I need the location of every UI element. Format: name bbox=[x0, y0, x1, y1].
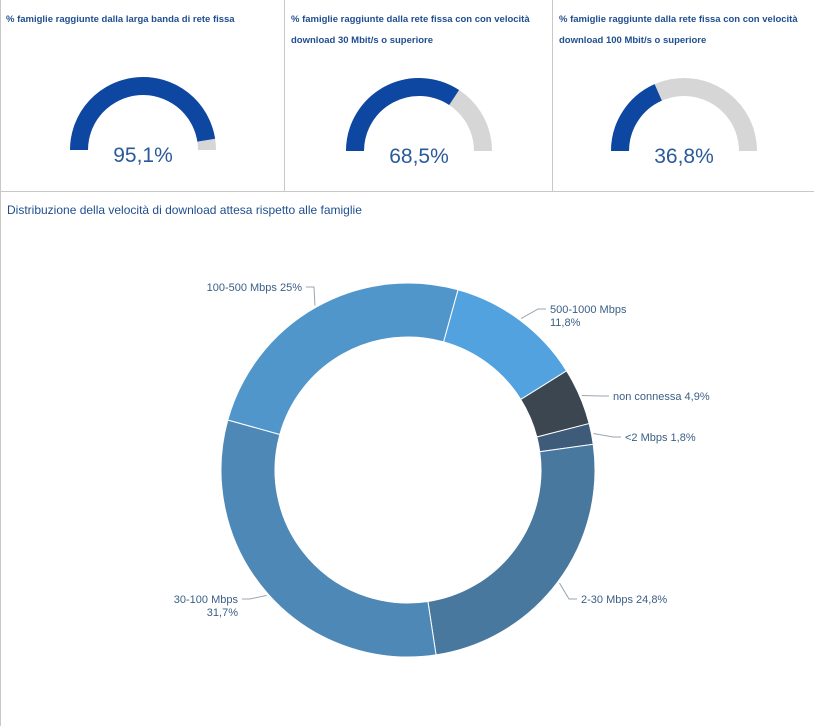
gauge-chart: 95,1% bbox=[70, 77, 216, 167]
donut-chart: 500-1000 Mbps 11,8% non connessa 4,9% <2 Mb… bbox=[174, 282, 710, 658]
gauge-chart: 36,8% bbox=[611, 78, 757, 168]
slice-label: 30-100 Mbps 31,7% bbox=[174, 594, 239, 619]
leader-line bbox=[306, 286, 316, 306]
gauge-panel-100mbit: % famiglie raggiunte dalla rete fissa co… bbox=[553, 0, 814, 191]
leader-line bbox=[593, 432, 621, 438]
donut-slice[interactable] bbox=[220, 419, 437, 658]
leader-line bbox=[520, 308, 546, 319]
slice-label: 100-500 Mbps 25% bbox=[207, 282, 303, 294]
gauge-title: % famiglie raggiunte dalla larga banda d… bbox=[6, 14, 235, 25]
chart-title: Distribuzione della velocità di download… bbox=[7, 203, 362, 217]
donut-slice[interactable] bbox=[227, 282, 459, 436]
slice-label-line: 11,8% bbox=[550, 317, 581, 329]
leader-line bbox=[242, 594, 267, 600]
gauge-value: 68,5% bbox=[389, 145, 449, 168]
slice-label-line: <2 Mbps 1,8% bbox=[625, 432, 696, 444]
left-border bbox=[0, 0, 1, 726]
gauge-fill bbox=[346, 78, 460, 152]
slice-label-line: 31,7% bbox=[207, 607, 238, 619]
gauge-chart: 68,5% bbox=[346, 78, 492, 168]
donut-slice[interactable] bbox=[427, 443, 596, 656]
slice-label: <2 Mbps 1,8% bbox=[625, 432, 696, 444]
gauge-panel-30mbit: % famiglie raggiunte dalla rete fissa co… bbox=[285, 0, 553, 191]
gauge-value: 36,8% bbox=[654, 145, 714, 168]
slice-label-line: non connessa 4,9% bbox=[613, 391, 710, 403]
leader-line bbox=[559, 582, 577, 600]
slice-label-line: 100-500 Mbps 25% bbox=[207, 282, 303, 294]
gauge-fill bbox=[70, 77, 216, 151]
slice-label: 2-30 Mbps 24,8% bbox=[581, 594, 667, 606]
slice-label-line: 2-30 Mbps 24,8% bbox=[581, 594, 667, 606]
gauge-fill bbox=[611, 84, 663, 152]
gauge-title: % famiglie raggiunte dalla rete fissa co… bbox=[291, 14, 530, 46]
gauge-title: % famiglie raggiunte dalla rete fissa co… bbox=[559, 14, 798, 46]
gauge-panel-broadband: % famiglie raggiunte dalla larga banda d… bbox=[0, 0, 285, 191]
slice-label: 500-1000 Mbps 11,8% bbox=[550, 304, 627, 329]
section-divider bbox=[0, 191, 814, 192]
gauge-value: 95,1% bbox=[113, 144, 173, 167]
slice-label-line: 500-1000 Mbps bbox=[550, 304, 627, 316]
slice-label-line: 30-100 Mbps bbox=[174, 594, 239, 606]
slice-label: non connessa 4,9% bbox=[613, 391, 710, 403]
